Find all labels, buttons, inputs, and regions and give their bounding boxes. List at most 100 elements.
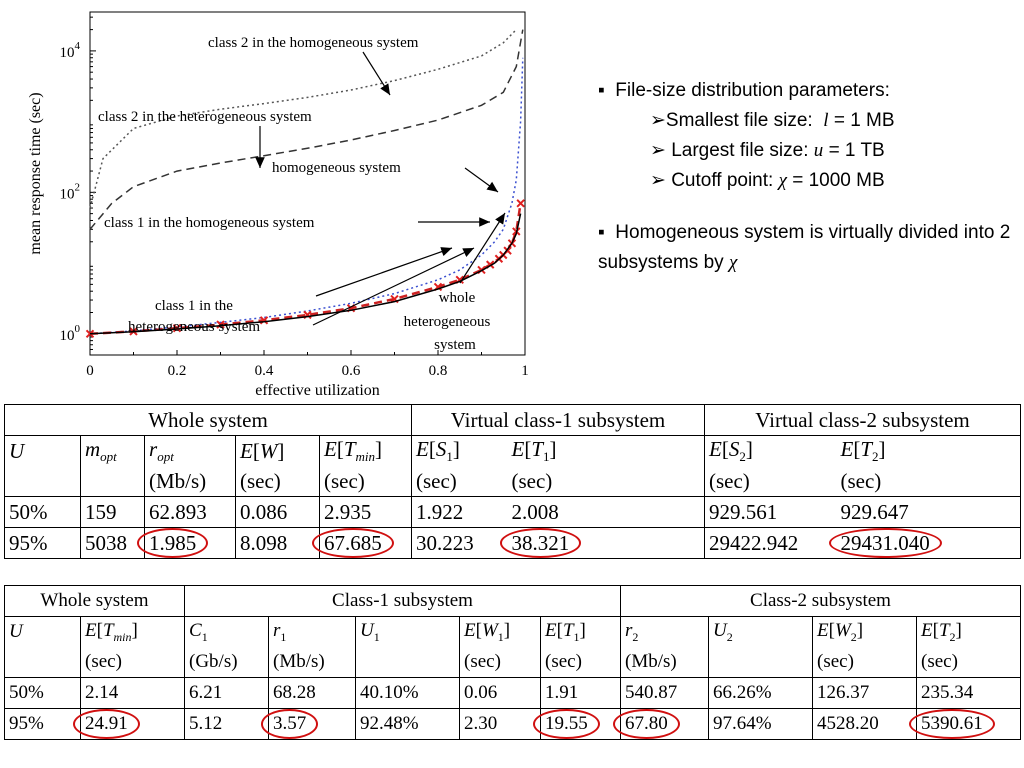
unit-cell: (sec) [704,466,837,497]
chart-annotation: class 2 in the homogeneous system [208,35,419,51]
table-cell: 62.893 [144,496,236,528]
unit-cell: (sec) [459,647,541,678]
col-header: r1 [268,616,356,647]
highlighted-value: 5390.61 [909,709,995,739]
col-header: U [4,616,81,647]
chart-annotation: heterogeneous [404,314,491,330]
col-header: E[Tmin] [319,435,412,466]
chart-annotation: homogeneous system [272,160,401,176]
table-cell: 1.922 [411,496,508,528]
table-row: 95% 24.91 5.12 3.57 92.48% 2.30 19.55 67… [4,708,1021,740]
annotation-arrow [464,167,499,193]
series-line-2 [89,57,524,335]
table-group-row: Whole system Virtual class-1 subsystem V… [4,404,1021,436]
table-cell: 929.647 [836,496,1021,528]
table-cell: 50% [4,677,81,709]
table-cell: 66.26% [708,677,813,709]
unit-cell [80,466,145,497]
sub-bullet-value: = 1000 MB [792,170,885,191]
table-cell: 24.91 [73,708,185,740]
table-header-row: U mopt ropt E[W] E[Tmin] E[S1] E[T1] E[S… [4,435,1021,466]
table-units-row: (Mb/s) (sec) (sec) (sec) (sec) (sec) (se… [4,466,1021,497]
col-header: ropt [144,435,236,466]
chart-annotation: class 1 in the [155,298,233,314]
table-cell: 8.098 [235,527,320,559]
bullet-homogeneous-split: ▪ Homogeneous system is virtually divide… [598,222,1011,273]
table-cell: 40.10% [355,677,460,709]
unit-cell: (sec) [411,466,508,497]
table-cell: 92.48% [355,708,460,740]
sub-bullet-cutoff: ➢ Cutoff point: χ = 1000 MB [650,170,885,191]
table-cell: 6.21 [184,677,269,709]
x-tick-label: 0.2 [168,363,187,379]
table-cell: 159 [80,496,145,528]
unit-cell: (Mb/s) [144,466,236,497]
col-header: E[T2] [836,435,1021,466]
table-cell: 67.80 [613,708,709,740]
series-line-0 [89,29,517,209]
annotation-arrow [362,51,391,96]
table-cell: 95% [4,527,81,559]
table-cell: 2.14 [80,677,185,709]
unit-cell [708,647,813,678]
table-cell: 95% [4,708,81,740]
unit-cell: (sec) [812,647,917,678]
highlighted-value: 29431.040 [828,527,942,558]
highlighted-value: 24.91 [73,709,140,739]
sub-bullet-value: = 1 TB [828,140,885,161]
series-marker [172,323,182,333]
col-header: E[T1] [540,616,621,647]
table-cell: 19.55 [533,708,621,740]
table-cell: 4528.20 [812,708,917,740]
unit-cell: (sec) [916,647,1021,678]
sub-bullet-value: = 1 MB [833,110,895,131]
highlighted-value: 38.321 [499,527,582,558]
table-cell: 2.30 [459,708,541,740]
series-marker [516,199,525,208]
table-cell: 29422.942 [704,527,837,559]
table-row: 95% 5038 1.985 8.098 67.685 30.223 38.32… [4,527,1021,559]
unit-cell: (sec) [80,647,185,678]
bullet-text: File-size distribution parameters: [615,80,890,101]
table-cell: 929.561 [704,496,837,528]
unit-cell: (Gb/s) [184,647,269,678]
col-header: E[W] [235,435,320,466]
group-header: Class-2 subsystem [620,585,1021,617]
chart-annotation: class 2 in the heterogeneous system [98,109,312,125]
unit-cell: (Mb/s) [620,647,709,678]
y-tick-label: 104 [60,40,81,61]
x-tick-label: 1 [521,363,529,379]
x-axis-label: effective utilization [255,382,380,399]
table-cell: 1.985 [137,527,236,559]
table-cell: 2.935 [319,496,412,528]
y-tick-label: 100 [60,323,81,344]
table-cell: 5038 [80,527,145,559]
chart-annotation: whole [439,290,476,306]
table-cell: 97.64% [708,708,813,740]
annotation-arrow [315,247,453,297]
sub-bullet-smallest: ➢Smallest file size: l = 1 MB [650,110,895,131]
series-line-4 [89,213,522,335]
table-row: 50% 159 62.893 0.086 2.935 1.922 2.008 9… [4,496,1021,528]
virtual-subsystem-table: Whole system Virtual class-1 subsystem V… [4,404,1021,559]
table-row: 50% 2.14 6.21 68.28 40.10% 0.06 1.91 540… [4,677,1021,709]
annotation-arrow [312,247,475,326]
table-cell: 5.12 [184,708,269,740]
unit-cell: (sec) [836,466,1021,497]
table-cell: 1.91 [540,677,621,709]
highlighted-value: 1.985 [137,527,209,558]
table-cell: 5390.61 [909,708,1021,740]
table-units-row: (sec) (Gb/s) (Mb/s) (sec) (sec) (Mb/s) (… [4,647,1021,678]
col-header: E[S1] [411,435,508,466]
highlighted-value: 67.80 [613,709,680,739]
chart-annotation: class 1 in the homogeneous system [104,215,315,231]
x-tick-label: 0 [86,363,94,379]
unit-cell: (sec) [540,647,621,678]
sub-bullet-largest: ➢ Largest file size: u = 1 TB [650,140,885,161]
response-time-chart: 0 0.2 0.4 0.6 0.8 1 100 102 104 effective utiliza… [27,11,529,399]
group-header: Whole system [4,585,185,617]
series-marker [216,320,225,329]
table-cell: 0.086 [235,496,320,528]
table-group-row: Whole system Class-1 subsystem Class-2 s… [4,585,1021,617]
bullet-file-size-params: ▪ File-size distribution parameters: [598,80,890,101]
